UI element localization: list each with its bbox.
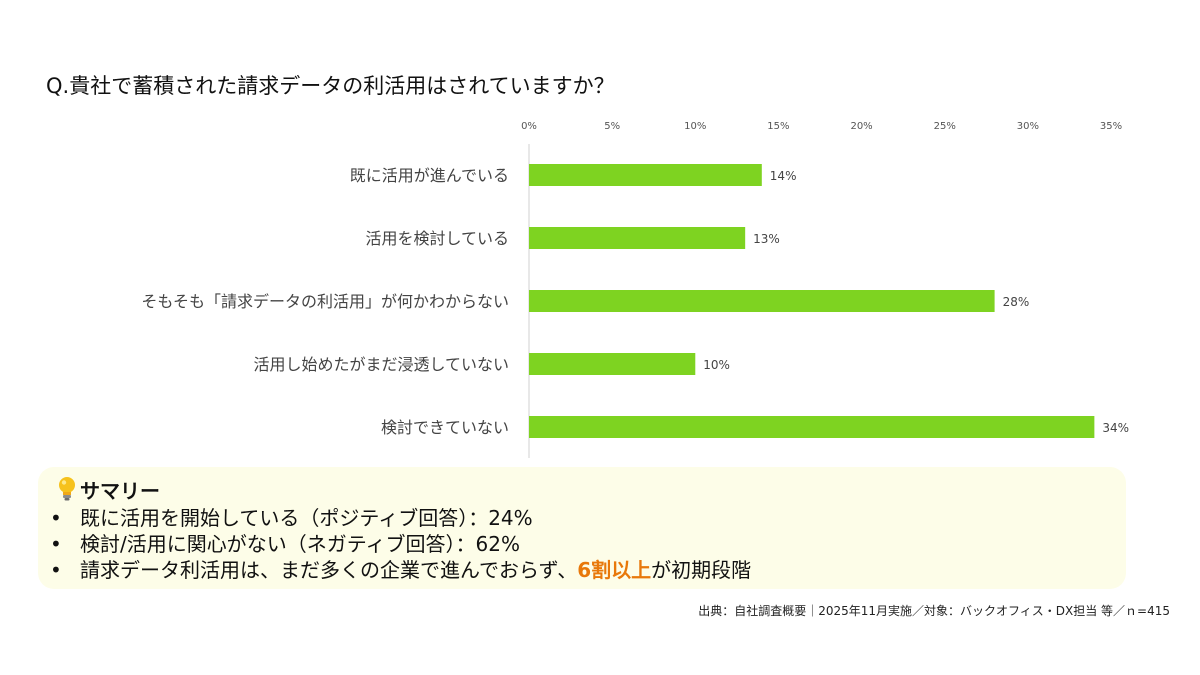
bar-chart: 0% 5% 10% 15% 20% 25% 30% 35% 既に活用が進んでいる 14% 活用を検討… xyxy=(141,121,1129,458)
summary-heading: サマリー xyxy=(56,475,160,504)
category-label: 活用し始めたがまだ浸透していない xyxy=(253,355,509,374)
x-tick-label: 25% xyxy=(934,121,956,132)
category-label: 活用を検討している xyxy=(365,229,509,248)
summary-highlight: 6割以上 xyxy=(577,558,652,582)
bar xyxy=(529,227,746,249)
summary-item-text: 検討/活用に関心がない（ネガティブ回答）：62% xyxy=(80,532,520,556)
data-label: 13% xyxy=(753,232,780,246)
question-title: Q.貴社で蓄積された請求データの利活用はされていますか？ xyxy=(46,74,615,98)
bullet: • xyxy=(50,532,62,556)
source-note: 出典：自社調査概要｜2025年11月実施／対象：バックオフィス・DX担当 等／ｎ… xyxy=(698,604,1170,618)
summary-item-negative: • 検討/活用に関心がない（ネガティブ回答）：62% xyxy=(48,531,751,557)
summary-item-text: 既に活用を開始している（ポジティブ回答）：24% xyxy=(80,506,533,530)
summary-box: サマリー • 既に活用を開始している（ポジティブ回答）：24% • 検討/活用に関心… xyxy=(38,467,1126,589)
summary-list: • 既に活用を開始している（ポジティブ回答）：24% • 検討/活用に関心がない（ネ… xyxy=(48,505,751,583)
bar xyxy=(529,164,762,186)
category-label: そもそも「請求データの利活用」が何かわからない xyxy=(141,292,509,311)
x-tick-label: 0% xyxy=(521,121,537,132)
summary-item-text: 請求データ利活用は、まだ多くの企業で進んでおらず、 xyxy=(80,558,578,582)
x-tick-label: 10% xyxy=(684,121,706,132)
x-tick-label: 35% xyxy=(1100,121,1122,132)
bullet: • xyxy=(50,506,62,530)
data-label: 14% xyxy=(770,169,797,183)
category-label: 既に活用が進んでいる xyxy=(350,166,509,185)
x-tick-label: 5% xyxy=(604,121,620,132)
data-label: 34% xyxy=(1102,421,1129,435)
data-label: 28% xyxy=(1003,295,1030,309)
bar xyxy=(529,290,995,312)
bar xyxy=(529,416,1095,438)
x-tick-label: 30% xyxy=(1017,121,1039,132)
summary-item-text-end: が初期段階 xyxy=(651,558,752,582)
bullet: • xyxy=(50,558,62,582)
bar xyxy=(529,353,696,375)
summary-title: サマリー xyxy=(80,479,160,503)
summary-item-positive: • 既に活用を開始している（ポジティブ回答）：24% xyxy=(48,505,751,531)
lightbulb-icon xyxy=(59,477,75,501)
category-label: 検討できていない xyxy=(381,418,509,437)
data-label: 10% xyxy=(703,358,730,372)
summary-item-conclusion: • 請求データ利活用は、まだ多くの企業で進んでおらず、6割以上が初期段階 xyxy=(48,557,751,583)
x-tick-label: 20% xyxy=(850,121,872,132)
x-tick-label: 15% xyxy=(767,121,789,132)
